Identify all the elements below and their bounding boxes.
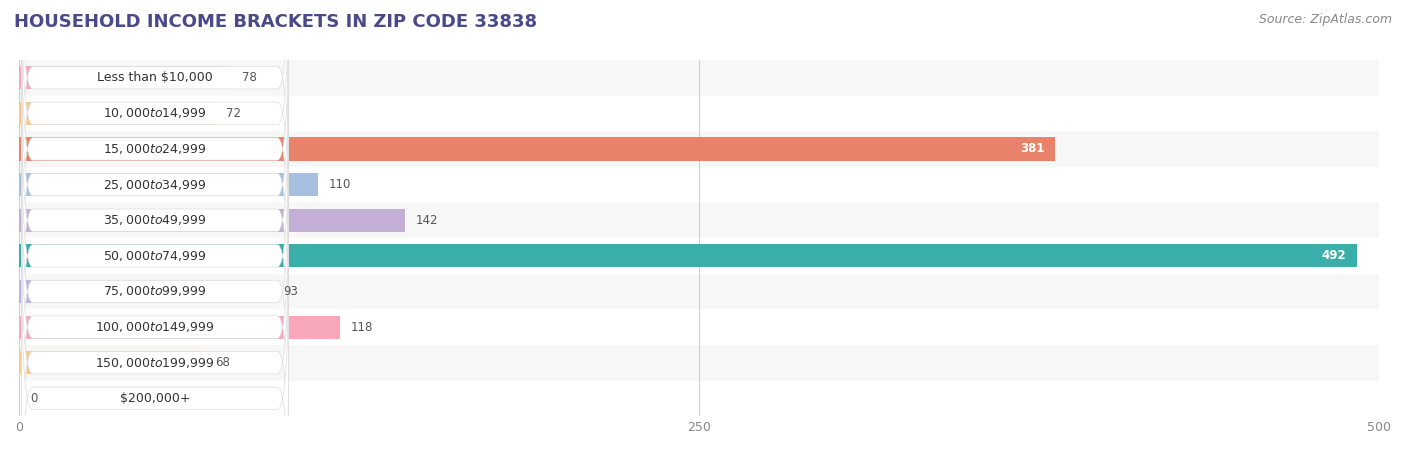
Text: 93: 93 — [283, 285, 298, 298]
Text: 0: 0 — [30, 392, 37, 405]
FancyBboxPatch shape — [21, 0, 288, 245]
Text: $100,000 to $149,999: $100,000 to $149,999 — [96, 320, 215, 334]
Text: 118: 118 — [352, 321, 373, 334]
Bar — [20, 167, 1379, 202]
Bar — [20, 280, 271, 303]
FancyBboxPatch shape — [21, 124, 288, 387]
Text: 110: 110 — [329, 178, 352, 191]
Text: $25,000 to $34,999: $25,000 to $34,999 — [103, 178, 207, 192]
Text: $150,000 to $199,999: $150,000 to $199,999 — [96, 356, 215, 370]
FancyBboxPatch shape — [21, 196, 288, 449]
Bar — [20, 316, 340, 339]
Text: $10,000 to $14,999: $10,000 to $14,999 — [103, 106, 207, 120]
FancyBboxPatch shape — [21, 89, 288, 352]
FancyBboxPatch shape — [21, 160, 288, 423]
Bar — [20, 60, 1379, 96]
Bar — [20, 173, 318, 196]
Text: $200,000+: $200,000+ — [120, 392, 190, 405]
Text: 72: 72 — [226, 107, 240, 120]
Text: Less than $10,000: Less than $10,000 — [97, 71, 212, 84]
Text: $75,000 to $99,999: $75,000 to $99,999 — [103, 285, 207, 299]
FancyBboxPatch shape — [21, 53, 288, 316]
FancyBboxPatch shape — [21, 18, 288, 280]
Bar — [20, 345, 1379, 380]
FancyBboxPatch shape — [21, 231, 288, 449]
Bar — [20, 273, 1379, 309]
Bar — [20, 309, 1379, 345]
Text: 78: 78 — [242, 71, 257, 84]
Bar — [20, 96, 1379, 131]
Bar — [20, 380, 1379, 416]
Bar — [20, 244, 1357, 268]
Text: 381: 381 — [1019, 142, 1045, 155]
Bar — [20, 202, 1379, 238]
Text: 142: 142 — [416, 214, 439, 227]
Text: HOUSEHOLD INCOME BRACKETS IN ZIP CODE 33838: HOUSEHOLD INCOME BRACKETS IN ZIP CODE 33… — [14, 13, 537, 31]
Text: 68: 68 — [215, 356, 229, 369]
Bar — [20, 137, 1056, 161]
Bar — [20, 66, 231, 89]
FancyBboxPatch shape — [21, 267, 288, 449]
Text: Source: ZipAtlas.com: Source: ZipAtlas.com — [1258, 13, 1392, 26]
Bar — [20, 209, 405, 232]
Bar — [20, 131, 1379, 167]
Bar — [20, 238, 1379, 273]
Text: $50,000 to $74,999: $50,000 to $74,999 — [103, 249, 207, 263]
Text: $35,000 to $49,999: $35,000 to $49,999 — [103, 213, 207, 227]
FancyBboxPatch shape — [21, 0, 288, 209]
Text: $15,000 to $24,999: $15,000 to $24,999 — [103, 142, 207, 156]
Text: 492: 492 — [1322, 249, 1347, 262]
Bar — [20, 351, 204, 374]
Bar — [20, 102, 215, 125]
